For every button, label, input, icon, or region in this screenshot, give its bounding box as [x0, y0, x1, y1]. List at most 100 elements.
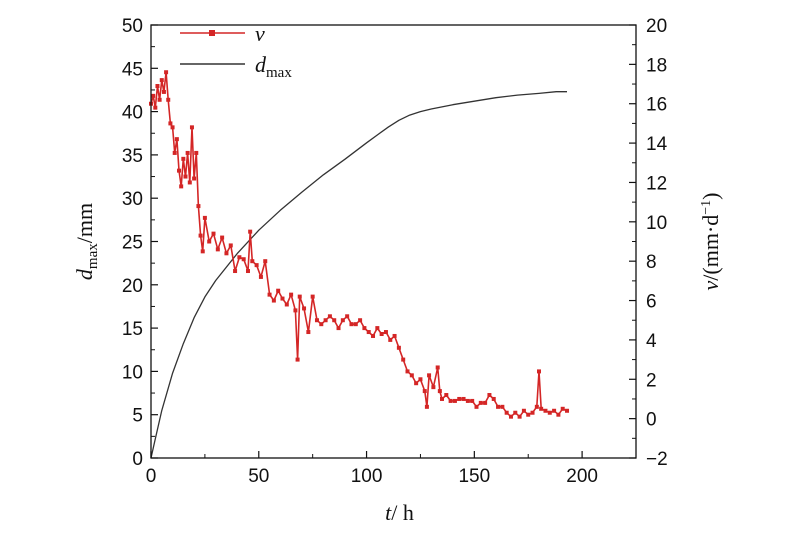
series-v-point [267, 292, 272, 297]
series-v-point [517, 414, 522, 419]
series-v-point [388, 337, 393, 342]
series-v-point [543, 408, 548, 413]
series-v-point [414, 381, 419, 386]
series-v-point [289, 292, 294, 297]
series-v-point [478, 400, 483, 405]
series-v-point [424, 404, 429, 409]
series-v-point [371, 333, 376, 338]
series-v-point [246, 269, 250, 274]
series-v-point [565, 408, 570, 413]
series-v-point [196, 204, 201, 209]
series-v-point [194, 150, 199, 155]
y-left-axis-title: dmax/mm [72, 203, 101, 280]
series-v-point [379, 332, 384, 337]
series-v-point [422, 389, 427, 394]
series-v-point [444, 393, 449, 398]
series-v-point [254, 263, 259, 268]
series-v-point [491, 396, 496, 401]
series-v-point [319, 322, 324, 327]
y-left-tick-label: 15 [122, 319, 143, 340]
series-v-point [340, 318, 345, 323]
series-v-point [470, 398, 475, 403]
series-v-point [153, 105, 158, 110]
x-tick-label: 0 [146, 466, 157, 487]
series-v-point [327, 314, 332, 319]
series-v-point [539, 406, 544, 411]
y-right-axis-title: v/(mm·d−1) [698, 193, 723, 291]
series-v-point [530, 410, 535, 415]
series-v-point [166, 97, 171, 102]
series-v-point [332, 318, 337, 323]
series-v-point [159, 78, 164, 83]
series-v-point [157, 97, 162, 102]
series-v-point [521, 408, 526, 413]
series-v-point [172, 150, 177, 155]
series-v-point [461, 396, 466, 401]
plot-series [149, 70, 570, 459]
series-v-point [263, 259, 268, 264]
series-v-point [362, 326, 367, 331]
series-v-point [537, 369, 541, 374]
series-v-point [211, 231, 216, 236]
x-tick-label: 50 [248, 466, 269, 487]
series-v-point [349, 322, 354, 327]
series-v-point [271, 298, 276, 303]
y-left-tick-label: 40 [122, 103, 143, 124]
y-left-tick-label: 5 [132, 406, 143, 427]
series-v-point [284, 302, 289, 307]
series-v-point [534, 404, 539, 409]
y-right-tick-label: −2 [646, 449, 668, 470]
series-v-point [168, 121, 173, 126]
y-left-tick-label: 30 [122, 189, 143, 210]
y-left-tick-label: 45 [122, 59, 143, 80]
series-v-point [556, 412, 561, 417]
series-v-point [336, 326, 341, 331]
series-v-point [198, 233, 203, 238]
series-v-point [183, 174, 188, 179]
y-left-tick-label: 0 [132, 449, 143, 470]
series-v-point [215, 247, 220, 252]
y-left-tick-label: 25 [122, 233, 143, 254]
series-v-point [504, 410, 509, 415]
axis-ticks [150, 24, 636, 459]
y-right-tick-label: 16 [646, 95, 667, 116]
series-v-point [409, 373, 414, 378]
series-v-point [161, 89, 166, 94]
series-v-point [293, 308, 298, 313]
y-left-tick-label: 10 [122, 362, 143, 383]
tick-labels: 0 50 100 150 200 0 5 10 15 20 25 30 35 40 45 50 −2 0 2 4 6 8 1… [122, 16, 668, 487]
legend-label: dmax [255, 52, 292, 81]
series-v-point [276, 288, 281, 293]
series-v-point [435, 365, 440, 370]
series-v-point [170, 125, 175, 130]
series-v-point [200, 249, 205, 254]
series-v-point [164, 70, 169, 75]
legend: v dmax [180, 21, 292, 81]
series-v-point [465, 398, 470, 403]
series-v-point [500, 404, 505, 409]
series-v-point [224, 251, 229, 256]
legend-marker [209, 30, 215, 36]
y-left-tick-label: 20 [122, 276, 143, 297]
series-v-point [310, 294, 315, 299]
series-v-point [306, 330, 311, 335]
series-v-point [427, 373, 432, 378]
series-v-point [474, 404, 479, 409]
series-v-line [150, 71, 568, 418]
series-v-point [248, 229, 253, 234]
series-v-point [440, 396, 444, 401]
series-v-point [457, 396, 462, 401]
y-right-tick-label: 4 [646, 331, 657, 352]
axis-titles: t/ h dmax/mm v/(mm·d−1) [72, 193, 723, 526]
series-v-point [228, 243, 233, 248]
series-v-point [220, 235, 225, 240]
series-v-point [437, 389, 442, 394]
series-v-point [181, 156, 186, 161]
x-tick-label: 200 [566, 466, 598, 487]
series-v-point [192, 176, 197, 181]
y-right-tick-label: 14 [646, 134, 668, 155]
y-left-tick-label: 35 [122, 146, 143, 167]
series-v-point [366, 330, 371, 335]
series-v-point [396, 345, 401, 350]
series-v-point [155, 84, 160, 89]
